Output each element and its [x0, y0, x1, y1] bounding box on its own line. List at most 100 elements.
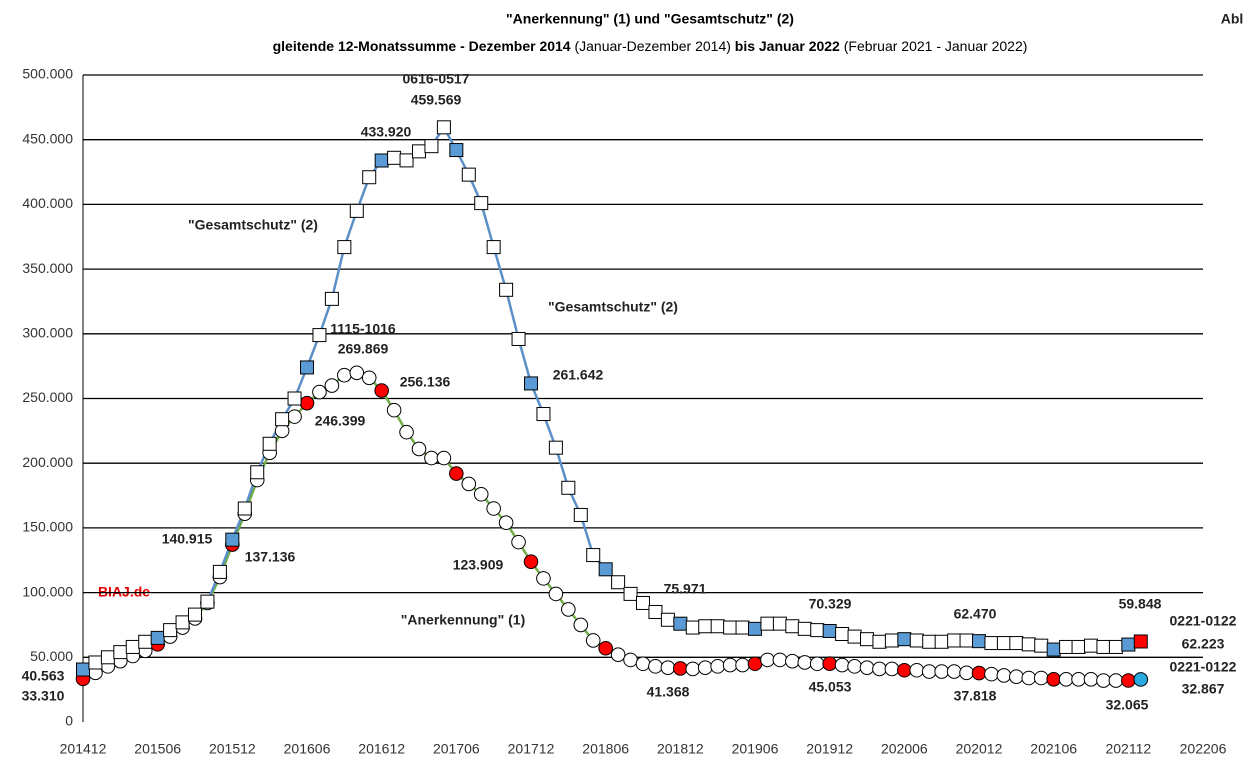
annotation: "Gesamtschutz" (2)	[188, 217, 318, 233]
square-marker	[860, 632, 874, 647]
value-label: 140.915	[162, 531, 213, 547]
circle-marker	[573, 617, 589, 633]
value-label: 261.642	[553, 367, 604, 383]
square-marker	[1009, 636, 1024, 651]
x-tick-label: 201612	[358, 741, 405, 757]
square-marker	[748, 621, 762, 636]
square-marker	[387, 150, 402, 165]
x-tick-label: 201812	[657, 741, 704, 757]
value-label: 246.399	[315, 413, 366, 429]
square-marker	[884, 633, 899, 648]
square-marker	[822, 623, 837, 638]
y-tick-label: 450.000	[22, 130, 73, 146]
annotation: 0616-0517	[403, 71, 470, 87]
square-marker	[636, 595, 650, 610]
square-marker	[1096, 639, 1111, 654]
square-marker	[1034, 638, 1049, 653]
x-tick-label: 202006	[881, 741, 928, 757]
square-marker	[611, 575, 626, 590]
square-marker	[524, 376, 538, 391]
circle-marker	[386, 402, 402, 418]
value-label: 37.818	[954, 688, 997, 704]
chart-subtitle: gleitende 12-Monatssumme - Dezember 2014…	[273, 38, 1028, 54]
circle-marker	[797, 655, 813, 670]
subtitle-part: gleitende 12-Monatssumme - Dezember 2014	[273, 38, 575, 54]
circle-marker	[1121, 673, 1136, 688]
value-label: 40.563	[22, 668, 65, 684]
square-marker	[548, 440, 563, 455]
circle-marker	[884, 661, 900, 677]
circle-marker	[411, 441, 427, 457]
value-label: 62.223	[1182, 636, 1225, 652]
circle-marker	[1046, 671, 1061, 687]
circle-marker	[1033, 670, 1049, 686]
y-tick-label: 500.000	[22, 66, 73, 82]
square-marker	[1084, 638, 1098, 653]
y-tick-label: 100.000	[22, 583, 73, 599]
square-marker	[785, 619, 800, 634]
circle-marker	[934, 664, 949, 679]
square-marker	[374, 153, 389, 168]
square-marker	[125, 639, 140, 654]
circle-marker	[473, 486, 489, 502]
square-marker	[486, 240, 501, 255]
square-marker	[760, 616, 775, 631]
square-marker	[188, 607, 202, 622]
value-label: 70.329	[809, 596, 852, 612]
value-label: 33.310	[22, 688, 65, 704]
square-marker	[810, 623, 825, 638]
square-marker	[586, 548, 601, 563]
circle-marker	[921, 664, 937, 679]
square-marker	[648, 605, 663, 620]
x-tick-label: 202112	[1105, 741, 1151, 757]
square-marker	[1046, 642, 1061, 657]
square-marker	[872, 634, 887, 649]
circle-marker	[660, 660, 676, 675]
square-marker	[772, 616, 787, 631]
value-label: 41.368	[647, 684, 690, 700]
circle-marker	[710, 659, 725, 674]
annotation: 0221-0122	[1170, 659, 1237, 675]
square-marker	[511, 331, 526, 346]
square-marker	[337, 240, 352, 255]
circle-marker	[436, 450, 452, 466]
x-tick-label: 201806	[582, 741, 629, 757]
x-tick-label: 202206	[1180, 741, 1227, 757]
square-marker	[312, 328, 327, 343]
circle-marker	[872, 661, 887, 677]
square-marker	[959, 633, 974, 648]
x-tick-label: 202106	[1030, 741, 1077, 757]
square-marker	[710, 619, 725, 634]
square-marker	[499, 282, 514, 297]
square-marker	[399, 153, 414, 168]
circle-marker	[623, 652, 638, 668]
circle-marker	[822, 656, 837, 672]
circle-marker	[785, 653, 800, 669]
square-marker	[349, 203, 364, 218]
circle-marker	[548, 586, 564, 602]
x-tick-label: 201412	[60, 741, 107, 757]
circle-marker	[834, 657, 850, 673]
circle-marker	[523, 554, 539, 569]
square-marker	[934, 634, 949, 649]
value-label: 32.065	[1106, 697, 1149, 713]
square-marker	[1133, 634, 1148, 649]
square-marker	[175, 615, 190, 630]
circle-marker	[1071, 671, 1086, 687]
square-marker	[88, 655, 103, 670]
value-label: 59.848	[1119, 596, 1162, 612]
circle-marker	[809, 656, 825, 672]
circle-marker	[996, 668, 1012, 683]
square-marker	[1059, 639, 1074, 654]
circle-marker	[486, 501, 501, 516]
circle-marker	[561, 602, 576, 617]
square-marker	[287, 391, 302, 406]
circle-marker	[449, 466, 464, 481]
square-marker	[300, 360, 314, 375]
circle-marker	[971, 665, 987, 681]
value-label: 75.971	[664, 581, 707, 597]
square-marker	[922, 634, 937, 649]
circle-marker	[1133, 672, 1149, 687]
square-marker	[797, 621, 812, 636]
circle-marker	[312, 384, 327, 400]
